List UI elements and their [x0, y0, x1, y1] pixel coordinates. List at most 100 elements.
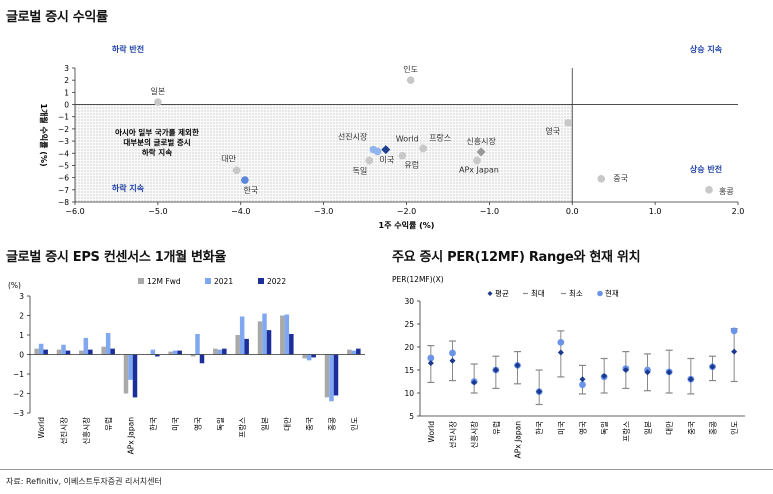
x-tick-label: 한국	[535, 421, 544, 435]
bar	[168, 351, 173, 355]
y-tick-label: −5	[58, 161, 69, 170]
x-tick-label: 대만	[283, 417, 292, 431]
y-tick-label: 0	[19, 351, 24, 360]
x-tick-label: 유럽	[492, 421, 501, 435]
bar	[280, 315, 285, 355]
avg-marker	[557, 349, 564, 356]
point-label: World	[396, 135, 419, 144]
avg-marker	[687, 376, 694, 383]
point-label: 일본	[151, 87, 166, 96]
point-marker	[406, 76, 415, 84]
shaded-quadrant	[75, 104, 573, 202]
x-tick-label: −3.0	[314, 207, 333, 216]
bar	[123, 354, 129, 394]
bar	[347, 349, 352, 355]
point-label: 홍콩	[719, 186, 734, 196]
bar	[235, 335, 240, 355]
x-tick-label: 미국	[557, 421, 566, 435]
point-label: 인도	[403, 64, 418, 74]
y-tick-label: −3	[13, 409, 24, 418]
point-label: 프랑스	[429, 132, 451, 142]
bar	[351, 350, 357, 355]
point-marker	[564, 119, 572, 127]
point-marker	[154, 98, 162, 106]
point-label: 미국	[379, 155, 394, 164]
point-marker	[398, 151, 407, 160]
avg-marker	[579, 376, 586, 383]
bar	[34, 348, 39, 355]
x-tick-label: 인도	[349, 417, 359, 431]
x-tick-label: −5.0	[148, 207, 167, 216]
x-tick-label: −4.0	[231, 207, 250, 216]
bar	[38, 343, 44, 355]
x-tick-label: APx Japan	[514, 421, 523, 459]
point-label: 한국	[244, 186, 259, 195]
avg-marker	[622, 367, 629, 373]
footer-divider	[0, 469, 773, 470]
quadrant-label-top-right: 상승 지속	[690, 44, 723, 54]
bar	[155, 354, 160, 357]
y-tick-label: −8	[58, 198, 69, 207]
bar	[65, 350, 71, 355]
x-tick-label: −6.0	[65, 207, 84, 216]
x-tick-label: 프랑스	[622, 421, 631, 442]
bar	[56, 349, 62, 355]
bar	[244, 338, 249, 355]
legend-label: 2022	[267, 277, 286, 286]
bar	[150, 349, 156, 355]
point-label: 유럽	[404, 161, 419, 170]
avg-marker	[601, 372, 608, 379]
y-tick-label: −7	[58, 186, 69, 195]
x-tick-label: 일본	[644, 421, 653, 435]
y-tick-label: 3	[19, 292, 24, 301]
legend-avg-marker	[487, 291, 493, 296]
bar	[101, 346, 106, 355]
bar	[262, 313, 267, 355]
y-tick-label: −1	[13, 370, 24, 379]
bar	[88, 349, 93, 355]
eps-chart-title: 글로벌 증시 EPS 컨센서스 1개월 변화율	[6, 250, 226, 265]
y-tick-label: −4	[58, 149, 69, 158]
point-label: 중국	[613, 174, 628, 183]
x-tick-label: 홍콩	[708, 421, 718, 435]
x-tick-label: 프랑스	[238, 417, 247, 438]
bar	[128, 354, 133, 380]
bar	[61, 344, 66, 355]
x-tick-label: 중국	[305, 417, 314, 431]
bar	[172, 350, 178, 355]
avg-marker	[471, 379, 478, 386]
y-tick-label: 2	[64, 76, 69, 85]
y-tick-label: −3	[58, 137, 69, 146]
y-tick-label: 0	[64, 101, 69, 110]
legend-label: 최대	[531, 288, 545, 298]
bar	[257, 321, 263, 355]
legend-swatch	[205, 278, 211, 284]
point-label: APx Japan	[459, 166, 499, 175]
point-label: 독일	[352, 167, 367, 176]
bar	[195, 334, 200, 355]
x-tick-label: 0.0	[566, 207, 579, 216]
x-tick-label: 한국	[149, 417, 158, 431]
point-label: 영국	[545, 126, 560, 136]
point-label: 선진시장	[338, 132, 368, 142]
y-tick-label: 1	[19, 331, 24, 340]
legend-swatch	[258, 278, 264, 284]
per-range-chart: PER(12MF)(X) 평균 최대 최소 현재 30 25 20 15 10 5 World 선진시장…	[392, 275, 745, 459]
point-marker	[241, 176, 249, 184]
point-marker	[381, 145, 391, 155]
point-marker	[419, 144, 427, 153]
x-tick-label: −2.0	[397, 207, 416, 216]
y-tick-label: 25	[404, 320, 414, 329]
bar	[43, 349, 48, 355]
quadrant-label-top-left: 하락 반전	[112, 44, 144, 54]
bar	[329, 354, 334, 402]
bar	[79, 350, 84, 355]
x-tick-label: World	[427, 421, 436, 443]
bar	[266, 330, 272, 355]
bar	[306, 354, 312, 361]
x-tick-label: 유럽	[104, 417, 113, 431]
legend-current-marker	[597, 290, 603, 297]
point-label: 신흥시장	[466, 136, 496, 146]
avg-marker	[514, 362, 521, 369]
annotation-line: 대부분의 글로벌 증시	[123, 137, 190, 147]
